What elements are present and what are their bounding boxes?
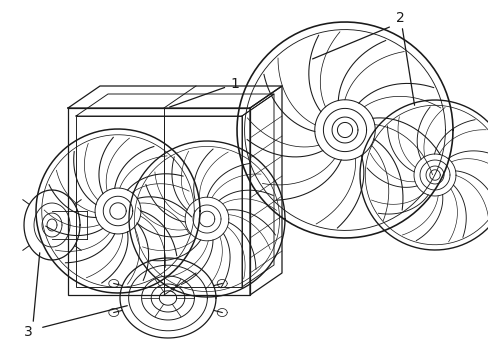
Text: 1: 1 xyxy=(169,77,238,107)
Text: 2: 2 xyxy=(395,11,404,25)
Text: 3: 3 xyxy=(23,325,32,339)
